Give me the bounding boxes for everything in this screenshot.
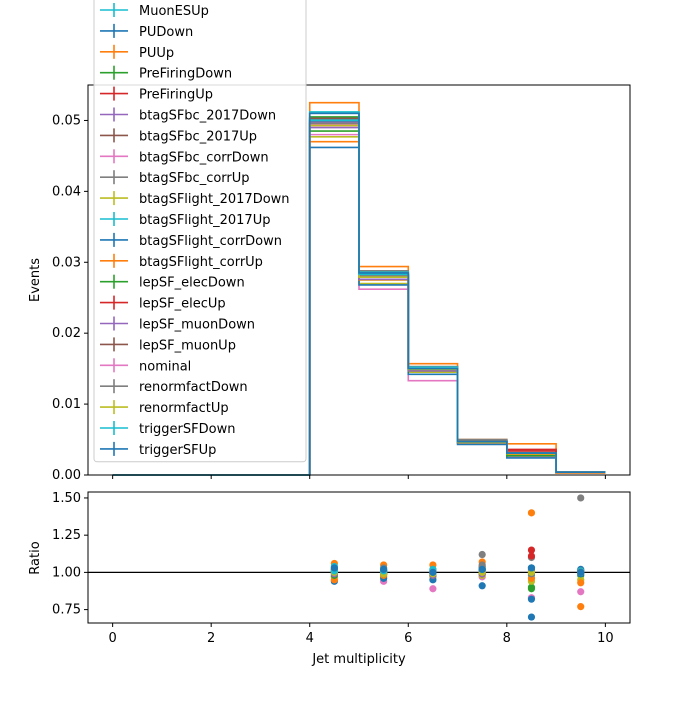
legend-label: MuonESUp [139, 4, 209, 19]
ratio-point-triggerSFUp [429, 568, 437, 576]
main-y-axis-label: Events [28, 258, 43, 302]
ratio-point-lepSF_elecUp [527, 552, 536, 560]
ratio-point-triggerSFUp [478, 565, 486, 574]
main-y-tick-label: 0.05 [52, 113, 81, 128]
ratio-panel: 0.75 1.00 1.25 1.50 0 2 4 6 8 10 Ratio Jet multi… [28, 491, 631, 667]
legend-label: btagSFbc_corrDown [139, 150, 269, 165]
ratio-x-tick-label: 4 [306, 631, 314, 646]
legend-entry: btagSFlight_2017Down [100, 191, 290, 207]
legend-entry: lepSF_muonDown [100, 316, 255, 333]
legend-entry: btagSFbc_2017Down [100, 107, 276, 124]
ratio-point-PUDown [527, 613, 536, 621]
ratio-point-btagSFbc_corrDown [429, 585, 437, 593]
legend-entry: lepSF_muonUp [100, 337, 236, 353]
ratio-x-tick-label: 0 [108, 631, 116, 646]
legend-label: lepSF_muonUp [139, 338, 236, 353]
legend-entry: triggerSFDown [100, 421, 235, 437]
main-axes-frame [87, 84, 631, 476]
legend-entry: triggerSFUp [100, 441, 216, 458]
ratio-point-btagSFlight_corrDown [527, 595, 536, 603]
main-panel: 0.00 0.01 0.02 0.03 0.04 0.05 Events [28, 84, 631, 483]
ratio-point-PUUp [577, 603, 585, 611]
ratio-point-triggerSFUp [330, 564, 338, 572]
legend-entry: PreFiringDown [100, 65, 232, 82]
ratio-point-btagSFbc_corrUp [478, 550, 486, 559]
ratio-point-triggerSFUp [577, 568, 585, 576]
legend-label: PUUp [139, 46, 174, 61]
legend-label: renormfactDown [139, 380, 248, 395]
ratio-x-ticks: 0 2 4 6 8 10 [108, 623, 614, 646]
legend-entry: PUUp [100, 44, 174, 61]
legend-entry: btagSFlight_corrDown [100, 232, 282, 249]
legend-entry: lepSF_elecUp [100, 295, 226, 312]
legend: MuonESUp PUDown PUUp PreFiringDown PreFiring… [93, 0, 307, 463]
ratio-point-btagSFlight_corrDown [478, 582, 486, 590]
main-y-ticks: 0.00 0.01 0.02 0.03 0.04 0.05 [52, 113, 88, 483]
ratio-point-btagSFlight_corrUp [577, 579, 585, 587]
legend-label: triggerSFDown [139, 422, 235, 437]
ratio-points [330, 494, 585, 621]
legend-label: nominal [139, 359, 191, 374]
legend-entry: renormfactDown [100, 379, 248, 395]
ratio-point-lepSF_elecDown [527, 585, 536, 593]
ratio-y-tick-label: 1.25 [52, 528, 81, 543]
legend-entry: btagSFbc_corrUp [100, 170, 250, 186]
main-y-tick-label: 0.02 [52, 326, 81, 341]
ratio-x-tick-label: 10 [597, 631, 614, 646]
legend-entry: btagSFbc_corrDown [100, 149, 269, 165]
ratio-y-ticks: 0.75 1.00 1.25 1.50 [52, 491, 88, 618]
legend-entry: MuonESUp [100, 3, 209, 19]
ratio-y-tick-label: 1.50 [52, 491, 81, 506]
x-axis-label: Jet multiplicity [311, 652, 406, 667]
legend-label: PreFiringDown [139, 67, 232, 82]
legend-label: btagSFbc_corrUp [139, 171, 250, 186]
legend-label: lepSF_elecUp [139, 297, 226, 312]
ratio-y-axis-label: Ratio [28, 541, 43, 574]
legend-label: btagSFlight_corrUp [139, 255, 263, 270]
ratio-point-btagSFbc_corrUp [577, 494, 585, 502]
ratio-y-tick-label: 0.75 [52, 603, 81, 618]
ratio-y-tick-label: 1.00 [52, 565, 81, 580]
legend-label: PUDown [139, 25, 193, 40]
ratio-point-btagSFbc_corrDown [577, 588, 585, 596]
main-y-tick-label: 0.04 [52, 184, 81, 199]
legend-entry: btagSFlight_corrUp [100, 253, 263, 270]
legend-label: btagSFbc_2017Up [139, 129, 257, 144]
legend-label: btagSFlight_corrDown [139, 234, 282, 249]
legend-label: lepSF_muonDown [139, 318, 255, 333]
ratio-point-triggerSFUp [380, 565, 388, 574]
legend-label: lepSF_elecDown [139, 276, 245, 291]
legend-entry: lepSF_elecDown [100, 274, 245, 291]
ratio-axes-frame [87, 491, 631, 624]
ratio-x-tick-label: 8 [503, 631, 511, 646]
main-y-tick-label: 0.00 [52, 468, 81, 483]
legend-label: renormfactUp [139, 401, 229, 416]
legend-label: PreFiringUp [139, 88, 213, 103]
legend-label: triggerSFUp [139, 443, 216, 458]
ratio-point-triggerSFUp [527, 564, 536, 572]
legend-label: btagSFlight_2017Up [139, 213, 270, 228]
legend-entry: btagSFlight_2017Up [100, 212, 270, 228]
legend-entry: PreFiringUp [100, 86, 213, 103]
ratio-point-PUUp [527, 509, 536, 517]
ratio-x-tick-label: 2 [207, 631, 215, 646]
legend-entry: PUDown [100, 23, 193, 40]
legend-label: btagSFlight_2017Down [139, 192, 290, 207]
legend-entry: renormfactUp [100, 400, 229, 416]
main-x-ticks [112, 475, 606, 479]
legend-label: btagSFbc_2017Down [139, 109, 276, 124]
legend-box [93, 0, 307, 463]
ratio-point-PreFiringUp [527, 546, 536, 554]
main-y-tick-label: 0.03 [52, 255, 81, 270]
legend-entry: btagSFbc_2017Up [100, 128, 257, 144]
legend-entry: nominal [100, 358, 191, 374]
ratio-x-tick-label: 6 [404, 631, 412, 646]
main-y-tick-label: 0.01 [52, 397, 81, 412]
